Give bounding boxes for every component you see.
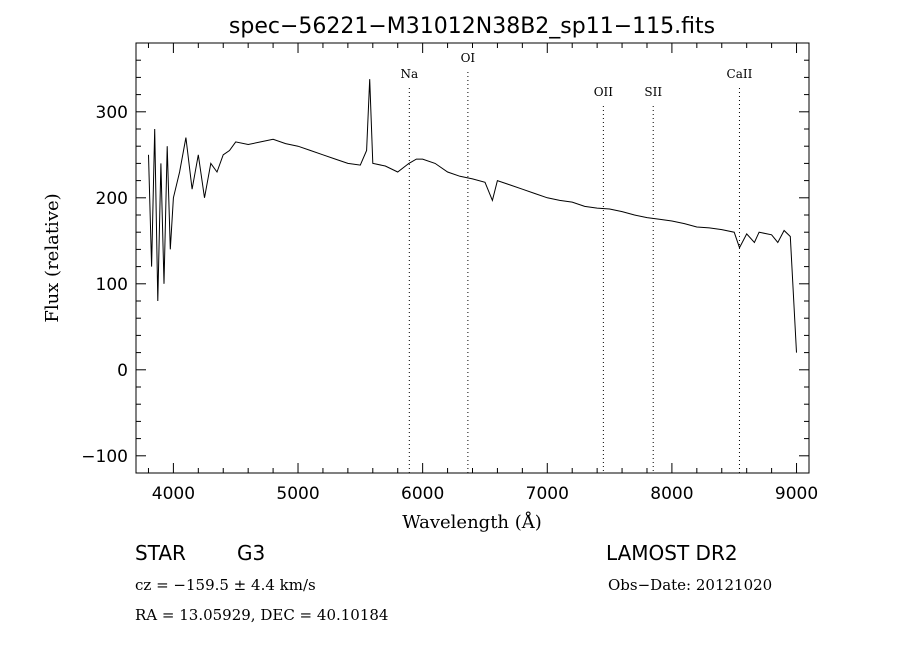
y-tick-label: −100 [81,447,128,467]
obs-date-text: Obs−Date: 20121020 [608,576,772,594]
x-tick-label: 5000 [276,484,319,504]
y-axis-label: Flux (relative) [42,193,63,322]
plot-frame [135,42,810,474]
spectrum-line [148,79,797,353]
object-subclass: G3 [237,541,265,565]
spectrum-series [148,79,797,353]
y-tick-label: 100 [96,275,128,295]
axis-ticks: 4000 5000 6000 7000 8000 9000 −100 0 100 200 300 [81,42,818,504]
x-tick-label: 6000 [401,484,444,504]
line-marker-label: OI [461,51,476,65]
line-marker-label: CaII [727,67,753,81]
x-tick-label: 9000 [775,484,818,504]
y-tick-label: 300 [96,103,128,123]
line-marker-label: SII [644,85,662,99]
line-marker-label: Na [400,67,418,81]
line-markers: Na OI OII SII CaII [400,51,753,473]
x-tick-label: 4000 [152,484,195,504]
line-marker-label: OII [594,85,614,99]
chart-title: spec−56221−M31012N38B2_sp11−115.fits [229,14,715,39]
redshift-text: cz = −159.5 ± 4.4 km/s [135,576,316,594]
x-tick-label: 7000 [526,484,569,504]
survey-name: LAMOST DR2 [606,541,738,565]
radec-text: RA = 13.05929, DEC = 40.10184 [135,606,388,624]
object-class: STAR [135,541,186,565]
x-tick-label: 8000 [650,484,693,504]
y-tick-label: 0 [117,361,128,381]
x-axis-label: Wavelength (Å) [402,511,542,533]
y-tick-label: 200 [96,189,128,209]
